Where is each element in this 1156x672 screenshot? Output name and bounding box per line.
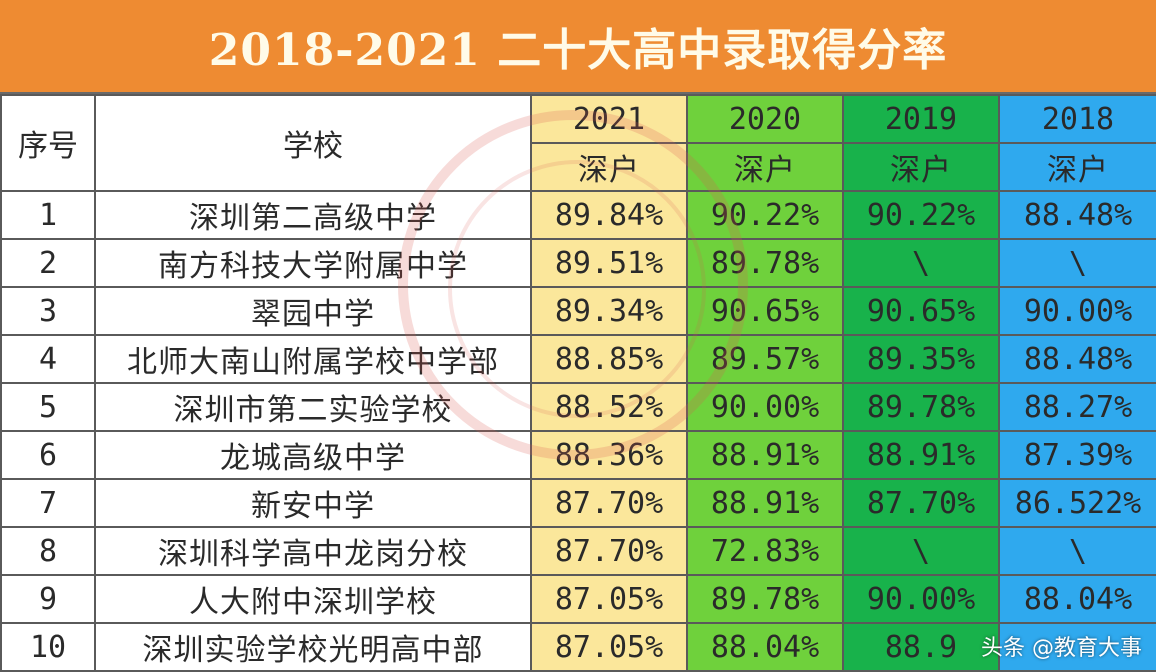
rate-2019: \ [842, 238, 1000, 288]
watermark: 头条 @教育大事 [981, 636, 1142, 661]
row-school: 深圳第二高级中学 [94, 190, 532, 240]
table-row: 3 翠园中学 89.34% 90.65% 90.65% 90.00% [0, 286, 1156, 336]
rate-2021: 89.34% [530, 286, 688, 336]
rate-2018: 88.27% [998, 382, 1156, 432]
rate-2018: 88.48% [998, 190, 1156, 240]
rate-2021: 88.85% [530, 334, 688, 384]
rate-2020: 89.78% [686, 238, 844, 288]
row-school: 深圳科学高中龙岗分校 [94, 526, 532, 576]
table-row: 7 新安中学 87.70% 88.91% 87.70% 86.522% [0, 478, 1156, 528]
row-seq: 1 [0, 190, 96, 240]
subheader-2021: 深户 [530, 142, 688, 192]
rate-2019: 88.91% [842, 430, 1000, 480]
row-seq: 8 [0, 526, 96, 576]
table-row: 5 深圳市第二实验学校 88.52% 90.00% 89.78% 88.27% [0, 382, 1156, 432]
rate-2019: 87.70% [842, 478, 1000, 528]
rate-2018: 87.39% [998, 430, 1156, 480]
rate-2018: 90.00% [998, 286, 1156, 336]
rate-2018: 86.522% [998, 478, 1156, 528]
table-row: 2 南方科技大学附属中学 89.51% 89.78% \ \ [0, 238, 1156, 288]
rate-2020: 90.22% [686, 190, 844, 240]
subheader-2018: 深户 [998, 142, 1156, 192]
rate-2018 [998, 622, 1156, 672]
row-seq: 4 [0, 334, 96, 384]
row-seq: 5 [0, 382, 96, 432]
rate-2020: 72.83% [686, 526, 844, 576]
row-school: 南方科技大学附属中学 [94, 238, 532, 288]
rate-2018: \ [998, 526, 1156, 576]
row-school: 深圳市第二实验学校 [94, 382, 532, 432]
row-seq: 2 [0, 238, 96, 288]
header-year-2021: 2021 [530, 94, 688, 144]
rate-2021: 87.05% [530, 574, 688, 624]
rate-2020: 88.04% [686, 622, 844, 672]
header-year-2019: 2019 [842, 94, 1000, 144]
rate-2020: 90.65% [686, 286, 844, 336]
subheader-2020: 深户 [686, 142, 844, 192]
page-title: 2018-2021 二十大高中录取得分率 [0, 0, 1156, 94]
row-seq: 6 [0, 430, 96, 480]
rate-2018: 88.04% [998, 574, 1156, 624]
header-year-2018: 2018 [998, 94, 1156, 144]
row-seq: 10 [0, 622, 96, 672]
table-row: 8 深圳科学高中龙岗分校 87.70% 72.83% \ \ [0, 526, 1156, 576]
row-school: 翠园中学 [94, 286, 532, 336]
row-seq: 9 [0, 574, 96, 624]
rate-2021: 87.70% [530, 478, 688, 528]
rate-2020: 89.78% [686, 574, 844, 624]
table-row: 4 北师大南山附属学校中学部 88.85% 89.57% 89.35% 88.48% [0, 334, 1156, 384]
rate-2018: \ [998, 238, 1156, 288]
subheader-2019: 深户 [842, 142, 1000, 192]
header-school: 学校 [94, 94, 532, 192]
header-year-2020: 2020 [686, 94, 844, 144]
rate-2021: 89.84% [530, 190, 688, 240]
rate-2019: 90.65% [842, 286, 1000, 336]
row-seq: 7 [0, 478, 96, 528]
table-row: 1 深圳第二高级中学 89.84% 90.22% 90.22% 88.48% [0, 190, 1156, 240]
row-school: 龙城高级中学 [94, 430, 532, 480]
row-seq: 3 [0, 286, 96, 336]
rate-2019: \ [842, 526, 1000, 576]
rate-2020: 88.91% [686, 430, 844, 480]
rate-2021: 87.05% [530, 622, 688, 672]
rate-2019: 90.22% [842, 190, 1000, 240]
rate-2019: 89.35% [842, 334, 1000, 384]
table-row: 10 深圳实验学校光明高中部 87.05% 88.04% 88.9 [0, 622, 1156, 672]
rate-2019: 89.78% [842, 382, 1000, 432]
table-row: 9 人大附中深圳学校 87.05% 89.78% 90.00% 88.04% [0, 574, 1156, 624]
row-school: 深圳实验学校光明高中部 [94, 622, 532, 672]
row-school: 北师大南山附属学校中学部 [94, 334, 532, 384]
rate-2019: 90.00% [842, 574, 1000, 624]
rate-2020: 89.57% [686, 334, 844, 384]
rate-2020: 90.00% [686, 382, 844, 432]
rate-2021: 89.51% [530, 238, 688, 288]
table-row: 6 龙城高级中学 88.36% 88.91% 88.91% 87.39% [0, 430, 1156, 480]
row-school: 人大附中深圳学校 [94, 574, 532, 624]
rate-2020: 88.91% [686, 478, 844, 528]
header-seq: 序号 [0, 94, 96, 192]
rate-2021: 87.70% [530, 526, 688, 576]
rate-2021: 88.52% [530, 382, 688, 432]
rate-2019: 88.9 [842, 622, 1000, 672]
row-school: 新安中学 [94, 478, 532, 528]
rate-2021: 88.36% [530, 430, 688, 480]
rate-2018: 88.48% [998, 334, 1156, 384]
